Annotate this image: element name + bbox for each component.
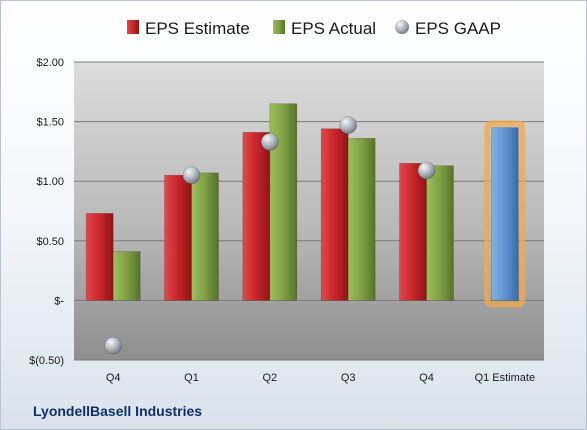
legend-item-eps-actual: EPS Actual [273,19,376,38]
bar-eps-estimate [242,132,271,301]
plot-area [74,62,544,360]
bar-eps-actual [191,172,219,301]
bar-q1-estimate [491,127,519,301]
legend-swatch-actual [273,20,285,34]
y-tick-label: $(0.50) [29,355,64,367]
y-tick-label: $2.00 [36,57,64,69]
gaap-markers [104,116,436,355]
y-tick-label: $1.50 [36,117,64,129]
gaap-marker [182,166,201,185]
gaap-marker [417,161,436,180]
gaap-marker [339,116,357,134]
x-tick-label: Q1 [184,372,199,384]
company-name: LyondellBasell Industries [33,403,202,419]
legend: EPS Estimate EPS Actual EPS GAAP [127,19,501,38]
bar-eps-estimate [399,163,427,301]
bar-eps-actual [426,165,454,301]
bar-eps-actual [112,251,141,301]
y-tick-label: $0.50 [36,236,64,248]
legend-swatch-gaap [395,20,409,34]
y-tick-label: $- [54,295,64,307]
gaap-marker [261,133,279,151]
forecast-glow [484,120,526,308]
x-axis-ticks: Q4 Q1 Q2 Q3 Q4 Q1 Estimate [106,372,535,384]
legend-swatch-estimate [127,20,139,34]
legend-label-gaap: EPS GAAP [415,19,501,38]
x-tick-label: Q2 [262,372,277,384]
gridlines [74,61,544,361]
bars [85,103,526,308]
bar-eps-estimate [164,174,192,301]
legend-label-actual: EPS Actual [291,19,376,38]
legend-item-eps-gaap: EPS GAAP [395,19,501,38]
x-tick-label: Q4 [419,372,434,384]
x-tick-label: Q1 Estimate [475,372,536,384]
legend-item-eps-estimate: EPS Estimate [127,19,250,38]
legend-label-estimate: EPS Estimate [145,19,250,38]
bar-eps-estimate [320,128,349,301]
bar-eps-actual [269,103,298,301]
x-tick-label: Q4 [106,372,121,384]
y-tick-label: $1.00 [36,176,64,188]
x-tick-label: Q3 [341,372,356,384]
gaap-marker [104,336,122,355]
y-axis-ticks: $2.00 $1.50 $1.00 $0.50 $- $(0.50) [29,57,64,367]
bar-eps-estimate [85,213,114,301]
bar-eps-actual [347,137,376,301]
